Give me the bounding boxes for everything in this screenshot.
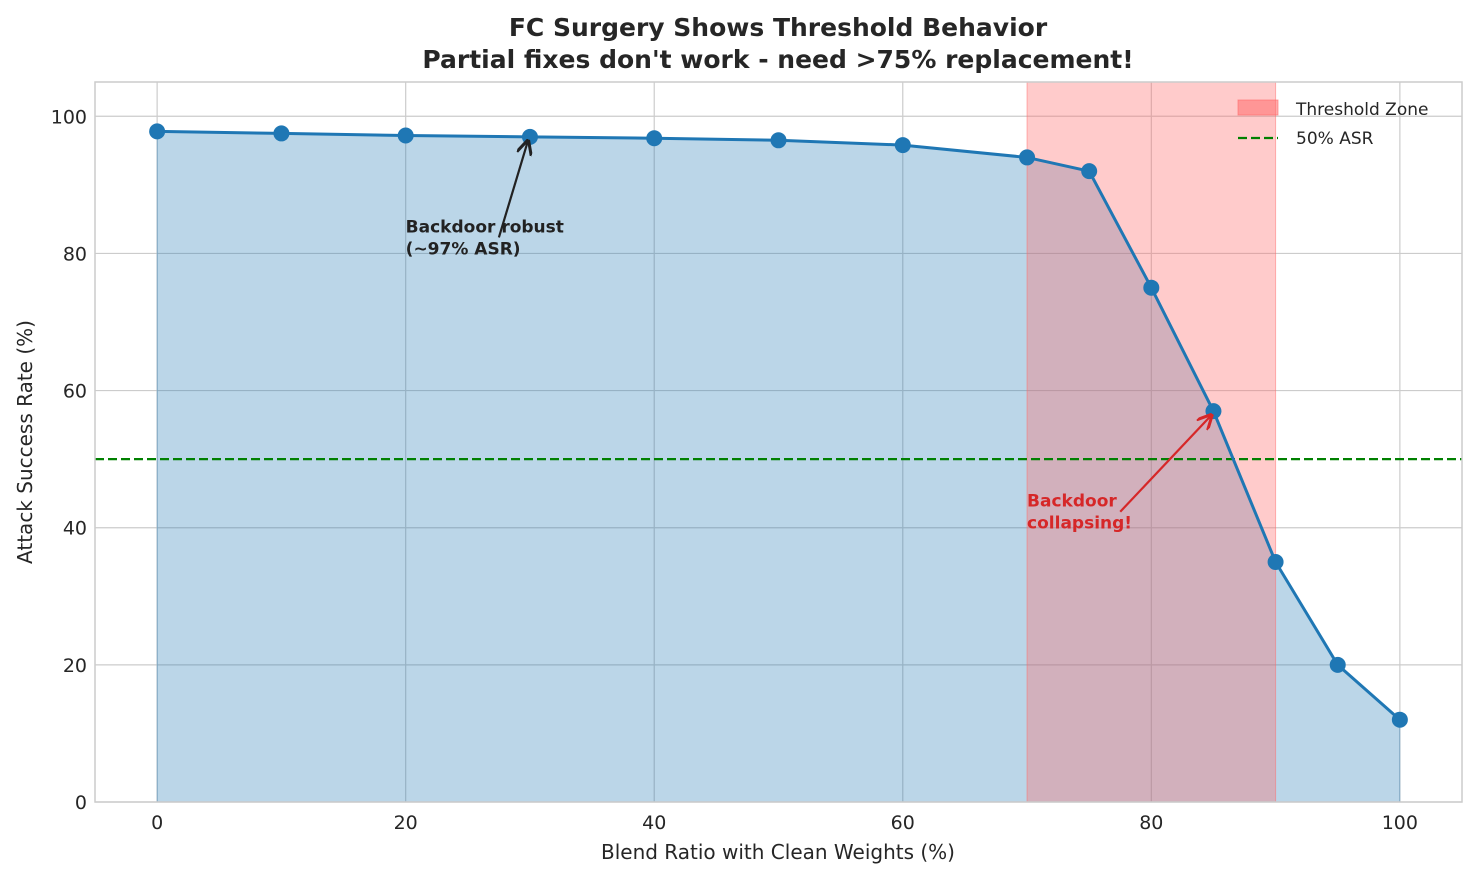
annotation-arrow: [497, 141, 528, 238]
y-tick-label: 0: [75, 792, 87, 814]
x-tick-label: 20: [394, 812, 418, 834]
chart-title: FC Surgery Shows Threshold Behavior: [509, 13, 1048, 42]
data-point: [1205, 403, 1222, 420]
legend-label-50-asr: 50% ASR: [1296, 129, 1374, 149]
y-axis-label: Attack Success Rate (%): [13, 320, 37, 564]
data-point: [1391, 711, 1408, 728]
x-tick-label: 60: [891, 812, 915, 834]
data-point: [1329, 656, 1346, 673]
legend-label-threshold-zone: Threshold Zone: [1295, 100, 1428, 120]
data-point: [646, 130, 663, 147]
y-tick-label: 100: [51, 106, 87, 128]
x-axis-label: Blend Ratio with Clean Weights (%): [601, 840, 955, 864]
legend-swatch-threshold-zone: [1237, 99, 1279, 116]
x-tick-label: 0: [151, 812, 163, 834]
data-point: [1081, 163, 1098, 180]
legend: Threshold Zone 50% ASR: [1237, 99, 1428, 149]
annotation-text: Backdoor robust: [406, 217, 564, 237]
y-tick-label: 80: [63, 243, 87, 265]
x-tick-label: 40: [642, 812, 666, 834]
data-point: [397, 127, 414, 144]
annotation-arrow: [1119, 415, 1211, 513]
data-point: [1143, 279, 1160, 296]
chart-subtitle: Partial fixes don't work - need >75% rep…: [422, 45, 1133, 74]
data-point: [894, 137, 911, 154]
annotation-text: (~97% ASR): [406, 239, 521, 259]
annotation-text: collapsing!: [1027, 514, 1132, 534]
data-point: [770, 132, 787, 149]
y-tick-label: 40: [63, 518, 87, 540]
data-point: [273, 125, 290, 142]
threshold-zone: [1026, 81, 1277, 803]
y-tick-label: 60: [63, 381, 87, 403]
y-tick-label: 20: [63, 655, 87, 677]
data-point: [149, 123, 166, 140]
data-point: [521, 128, 538, 145]
annotation-text: Backdoor: [1027, 492, 1117, 512]
x-tick-label: 100: [1382, 812, 1418, 834]
data-point: [1267, 554, 1284, 570]
series-line: [157, 129, 1401, 721]
plot-frame: [94, 81, 1463, 803]
x-tick-label: 80: [1139, 812, 1163, 834]
data-point: [1019, 149, 1036, 166]
